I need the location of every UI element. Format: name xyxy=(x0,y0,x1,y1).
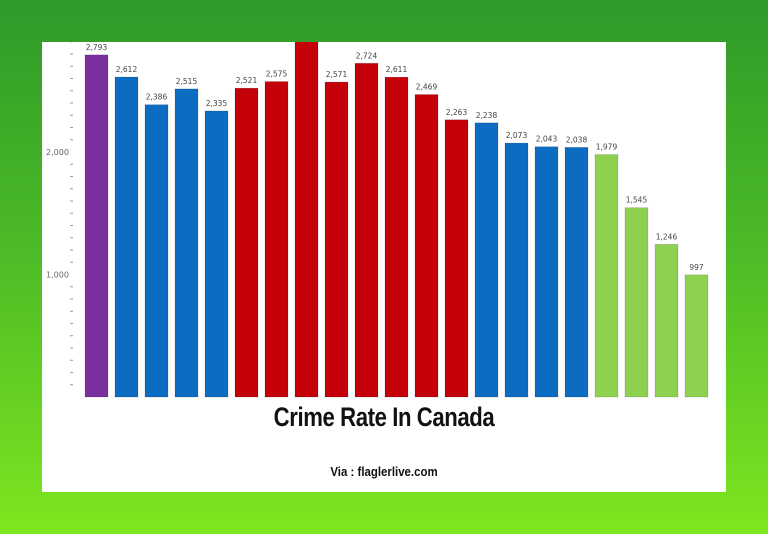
bar-value-label: 2,469 xyxy=(416,83,438,92)
bar xyxy=(534,146,559,398)
value-labels: 2,7932,6122,3862,5152,3352,5212,5752,909… xyxy=(86,43,704,272)
bar-value-label: 1,545 xyxy=(626,196,648,205)
bar-value-label: 1,979 xyxy=(596,143,618,152)
bar-value-label: 2,386 xyxy=(146,93,168,102)
y-tick-label: 2,000 xyxy=(46,148,69,157)
bar xyxy=(504,142,529,398)
bar xyxy=(474,122,499,398)
bar-value-label: 2,263 xyxy=(446,108,468,117)
bar-value-label: 2,571 xyxy=(326,70,348,79)
chart-title: Crime Rate In Canada xyxy=(273,402,495,432)
bar-value-label: 2,043 xyxy=(536,135,558,144)
bar-value-label: 2,238 xyxy=(476,111,498,120)
bar xyxy=(84,54,109,398)
bar xyxy=(684,274,709,398)
bar xyxy=(564,147,589,398)
bar-value-label: 2,793 xyxy=(86,43,108,52)
bar xyxy=(234,87,259,398)
bar xyxy=(114,76,139,398)
chart-source: Via : flaglerlive.com xyxy=(330,464,438,479)
bars xyxy=(84,42,709,398)
bar-value-label: 2,335 xyxy=(206,99,228,108)
bar xyxy=(354,63,379,398)
bar-value-label: 2,073 xyxy=(506,131,528,140)
bar xyxy=(264,81,289,398)
bar xyxy=(144,104,169,398)
bar xyxy=(414,94,439,398)
bar xyxy=(624,207,649,398)
bar xyxy=(384,76,409,398)
bar-value-label: 2,521 xyxy=(236,76,258,85)
bar xyxy=(654,244,679,398)
bar-value-label: 2,515 xyxy=(176,77,198,86)
bar-value-label: 2,611 xyxy=(386,65,408,74)
bar xyxy=(324,81,349,398)
bar-value-label: 997 xyxy=(689,263,704,272)
bar xyxy=(444,119,469,398)
bar-value-label: 2,038 xyxy=(566,135,588,144)
bar xyxy=(594,154,619,398)
bar-value-label: 1,246 xyxy=(656,232,678,241)
y-tick-label: 1,000 xyxy=(46,271,69,280)
bar-value-label: 2,612 xyxy=(116,65,138,74)
bar xyxy=(174,88,199,398)
bar-value-label: 2,724 xyxy=(356,51,378,60)
bar-value-label: 2,575 xyxy=(266,70,288,79)
bar xyxy=(204,110,229,398)
bar xyxy=(294,42,319,398)
